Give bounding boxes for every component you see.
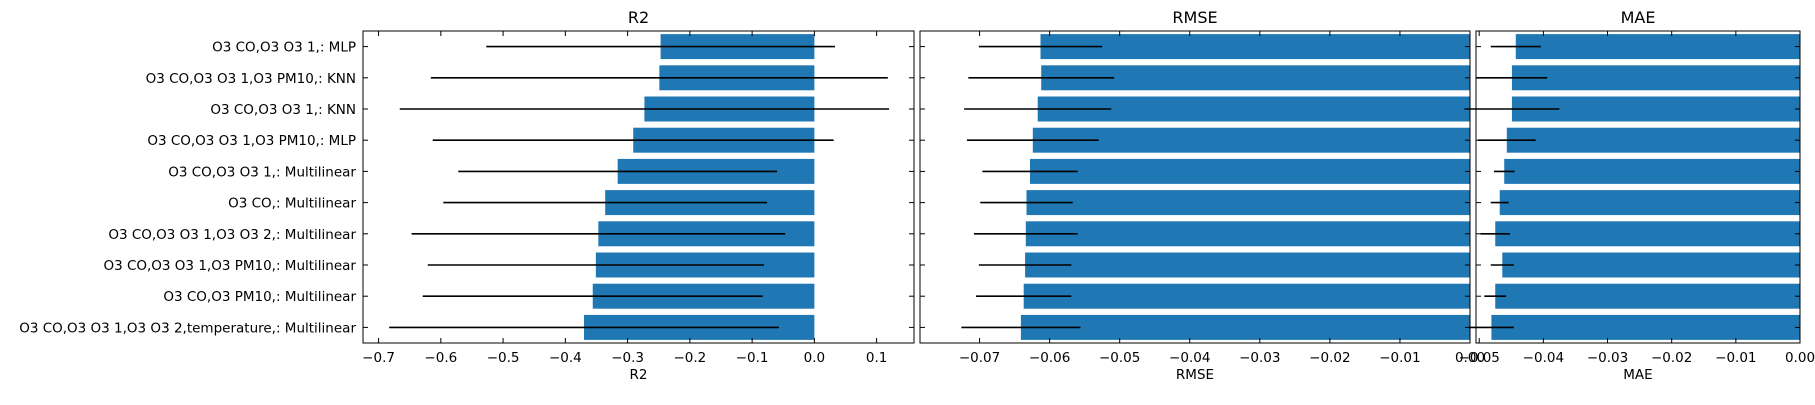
bar-rmse-6 [1025, 221, 1470, 247]
x-tick-label: −0.03 [1239, 350, 1280, 366]
bar-rmse-3 [1032, 127, 1470, 153]
x-tick-label: −0.01 [1715, 350, 1756, 366]
panel-title-r2: R2 [628, 8, 649, 27]
x-tick-label: −0.6 [424, 350, 457, 366]
category-label: O3 CO,O3 O3 1,: Multilinear [168, 164, 356, 180]
x-tick-label: −0.5 [487, 350, 520, 366]
panel-title-mae: MAE [1621, 8, 1656, 27]
bar-mae-2 [1511, 96, 1800, 122]
x-tick-label: −0.06 [1029, 350, 1070, 366]
bar-mae-1 [1511, 65, 1800, 91]
x-axis-label-mae: MAE [1623, 367, 1652, 383]
plot-frame-r2 [362, 30, 915, 344]
bar-rmse-9 [1020, 314, 1470, 340]
x-tick-label: −0.2 [673, 350, 706, 366]
x-tick-label: −0.3 [611, 350, 644, 366]
bar-mae-5 [1499, 190, 1800, 216]
x-tick-label: −0.01 [1379, 350, 1420, 366]
category-label: O3 CO,O3 O3 1,: KNN [210, 102, 356, 118]
bar-rmse-4 [1030, 158, 1470, 184]
x-tick-label: −0.7 [362, 350, 395, 366]
x-tick-label: −0.4 [549, 350, 582, 366]
bar-mae-6 [1495, 221, 1800, 247]
x-tick-label: −0.04 [1523, 350, 1564, 366]
category-label: O3 CO,O3 PM10,: Multilinear [163, 289, 356, 305]
bar-rmse-7 [1025, 252, 1470, 278]
bar-mae-9 [1491, 314, 1800, 340]
bar-mae-3 [1506, 127, 1800, 153]
category-label: O3 CO,O3 O3 1,O3 PM10,: Multilinear [103, 258, 356, 274]
x-tick-label: −0.07 [959, 350, 1000, 366]
bar-mae-7 [1502, 252, 1800, 278]
x-tick-label: 0.00 [1785, 350, 1815, 366]
x-tick-label: −0.1 [736, 350, 769, 366]
x-tick-label: −0.02 [1651, 350, 1692, 366]
category-label: O3 CO,: Multilinear [228, 196, 356, 212]
x-axis-label-rmse: RMSE [1176, 367, 1214, 383]
x-axis-label-r2: R2 [630, 367, 648, 383]
category-label: O3 CO,O3 O3 1,O3 O3 2,: Multilinear [108, 227, 356, 243]
plot-frame-mae [1475, 30, 1801, 344]
x-tick-label: 0.1 [866, 350, 887, 366]
bar-rmse-8 [1023, 283, 1470, 309]
bar-mae-0 [1515, 34, 1800, 60]
x-tick-label: −0.05 [1459, 350, 1500, 366]
x-tick-label: −0.03 [1587, 350, 1628, 366]
x-tick-label: −0.02 [1309, 350, 1350, 366]
category-label: O3 CO,O3 O3 1,: MLP [212, 40, 356, 56]
bar-mae-4 [1504, 158, 1800, 184]
category-label: O3 CO,O3 O3 1,O3 PM10,: KNN [146, 71, 356, 87]
bar-rmse-5 [1026, 190, 1470, 216]
x-tick-label: −0.04 [1169, 350, 1210, 366]
bar-rmse-0 [1040, 34, 1470, 60]
panel-title-rmse: RMSE [1172, 8, 1217, 27]
bar-mae-8 [1495, 283, 1800, 309]
x-tick-label: 0.00 [1455, 350, 1485, 366]
plot-frame-rmse [919, 30, 1471, 344]
category-label: O3 CO,O3 O3 1,O3 O3 2,temperature,: Mult… [19, 320, 356, 336]
x-tick-label: 0.0 [804, 350, 825, 366]
category-label: O3 CO,O3 O3 1,O3 PM10,: MLP [147, 133, 356, 149]
x-tick-label: −0.05 [1099, 350, 1140, 366]
